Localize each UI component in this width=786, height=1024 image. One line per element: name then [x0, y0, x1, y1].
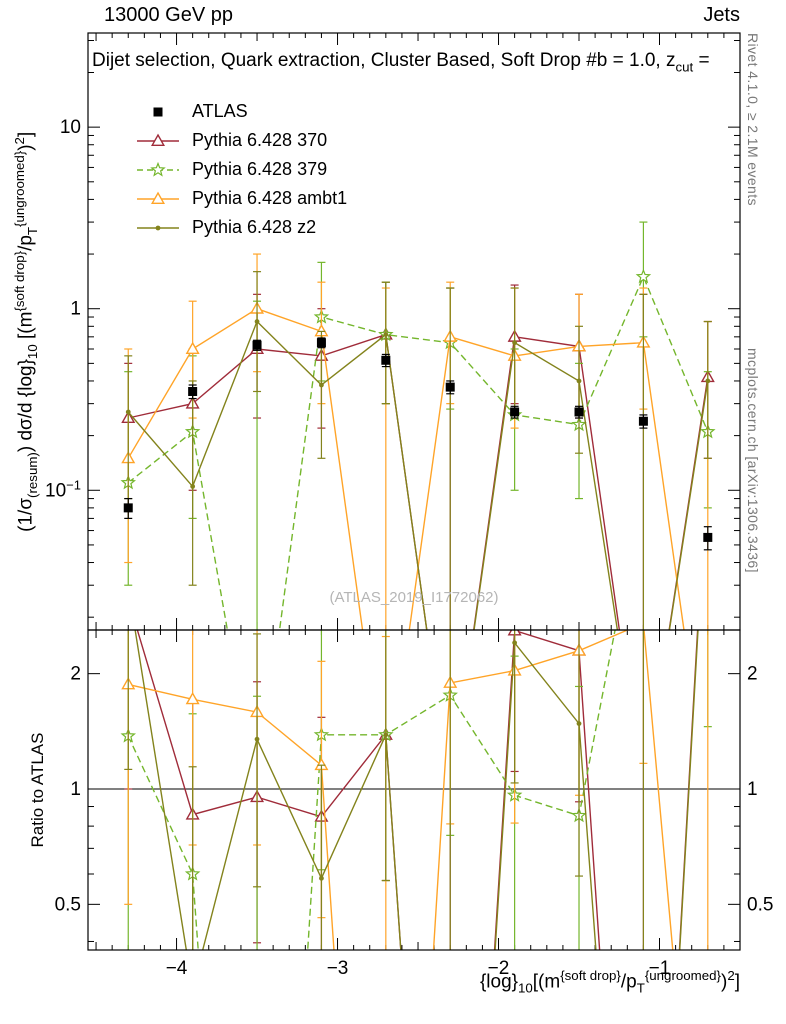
svg-text:−4: −4	[166, 958, 188, 979]
svg-text:1: 1	[70, 299, 81, 320]
legend-item-pythia-370: Pythia 6.428 370	[134, 126, 347, 155]
plot-title: Dijet selection, Quark extraction, Clust…	[92, 50, 710, 75]
legend-item-pythia-ambt1: Pythia 6.428 ambt1	[134, 184, 347, 213]
y-axis-label-ratio: Ratio to ATLAS	[28, 732, 47, 848]
mcplots-reference-note: mcplots.cern.ch [arXiv:1306.3436]	[745, 348, 761, 573]
svg-text:1: 1	[70, 779, 81, 800]
beam-energy-label: 13000 GeV pp	[104, 4, 233, 26]
x-axis-label: {log}10[(m{soft drop}/pT{ungroomed})2]	[479, 968, 740, 996]
legend-item-pythia-379: Pythia 6.428 379	[134, 155, 347, 184]
svg-text:−3: −3	[327, 958, 349, 979]
legend-item-atlas: ATLAS	[134, 97, 347, 126]
svg-text:0.5: 0.5	[747, 894, 773, 915]
legend-item-pythia-z2: Pythia 6.428 z2	[134, 213, 347, 242]
legend-item-label: Pythia 6.428 379	[192, 159, 328, 179]
svg-text:0.5: 0.5	[55, 894, 81, 915]
pythia-379-marker-icon	[137, 161, 179, 177]
svg-text:1: 1	[747, 779, 758, 800]
process-label: Jets	[703, 4, 740, 26]
pythia-z2-marker-icon	[137, 225, 179, 230]
legend-item-label: ATLAS	[192, 101, 248, 121]
svg-text:10−1: 10−1	[45, 477, 81, 501]
legend-item-label: Pythia 6.428 z2	[192, 217, 317, 237]
svg-text:10: 10	[60, 117, 81, 138]
y-axis-label-main: (1/σ(resum)) dσ/d {log}10 [(m{soft drop}…	[12, 131, 40, 532]
svg-text:2: 2	[70, 664, 81, 685]
legend-item-label: Pythia 6.428 370	[192, 130, 328, 150]
svg-text:−2: −2	[488, 958, 510, 979]
rivet-version-note: Rivet 4.1.0, ≥ 2.1M events	[745, 33, 761, 206]
atlas-marker-icon	[153, 107, 163, 116]
svg-text:−1: −1	[649, 958, 671, 979]
pythia-ambt1-marker-icon	[137, 191, 179, 204]
analysis-watermark: (ATLAS_2019_I1772062)	[329, 589, 499, 606]
pythia-370-marker-icon	[137, 133, 179, 146]
svg-text:2: 2	[747, 664, 758, 685]
legend-item-label: Pythia 6.428 ambt1	[192, 188, 348, 208]
legend: ATLAS Pythia 6.428 370 Pythia 6.428 379 …	[134, 97, 347, 242]
